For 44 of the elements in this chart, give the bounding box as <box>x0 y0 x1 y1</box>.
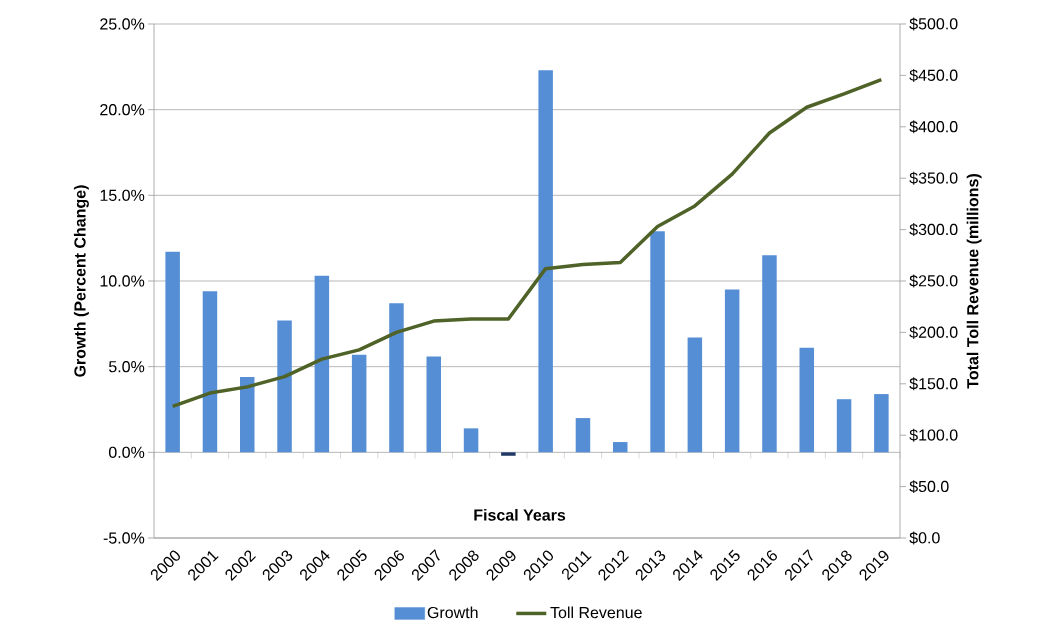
x-axis-title: Fiscal Years <box>474 509 566 521</box>
bar <box>799 347 815 453</box>
bar <box>426 356 441 453</box>
bar <box>538 70 553 453</box>
y-tick-label: 10.0% <box>100 275 145 287</box>
bar <box>389 303 404 453</box>
bar <box>314 275 330 453</box>
y2-tick-label: $150.0 <box>909 377 958 391</box>
bar <box>240 376 255 453</box>
bar <box>762 255 777 453</box>
y2-tick-label: $50.0 <box>909 480 949 494</box>
y2-tick-label: $350.0 <box>909 171 958 185</box>
bar <box>463 428 479 453</box>
bar <box>724 289 740 453</box>
bar <box>575 418 591 453</box>
y2-tick-label: $100.0 <box>909 428 958 442</box>
y2-tick-label: $500.0 <box>909 17 958 31</box>
bar <box>165 251 180 453</box>
y2-tick-label: $400.0 <box>909 120 958 134</box>
y-axis-title: Growth (Percent Change) <box>73 185 89 377</box>
y-tick-label: 0.0% <box>108 446 145 458</box>
legend-label: Toll Revenue <box>550 606 642 619</box>
bar <box>351 354 367 453</box>
bar <box>277 320 292 453</box>
bar <box>874 394 889 453</box>
bar <box>687 337 703 453</box>
y2-tick-label: $200.0 <box>909 325 958 339</box>
line-series <box>170 77 884 409</box>
y2-tick-label: $0.0 <box>909 531 940 545</box>
y2-axis-title: Total Toll Revenue (millions) <box>966 174 982 389</box>
bar <box>836 399 852 453</box>
y-tick-label: 5.0% <box>108 361 145 373</box>
y2-tick-label: $250.0 <box>909 274 958 288</box>
y-tick-label: -5.0% <box>103 532 145 544</box>
bar <box>202 291 218 453</box>
legend-label: Growth <box>427 606 478 619</box>
y2-tick-label: $300.0 <box>909 223 958 237</box>
y-tick-label: 20.0% <box>100 104 145 116</box>
y-tick-label: 15.0% <box>100 189 145 201</box>
y-tick-label: 25.0% <box>100 18 145 30</box>
bar <box>501 452 516 456</box>
bar <box>650 231 665 453</box>
y2-tick-label: $450.0 <box>909 68 958 82</box>
bar <box>613 442 628 453</box>
